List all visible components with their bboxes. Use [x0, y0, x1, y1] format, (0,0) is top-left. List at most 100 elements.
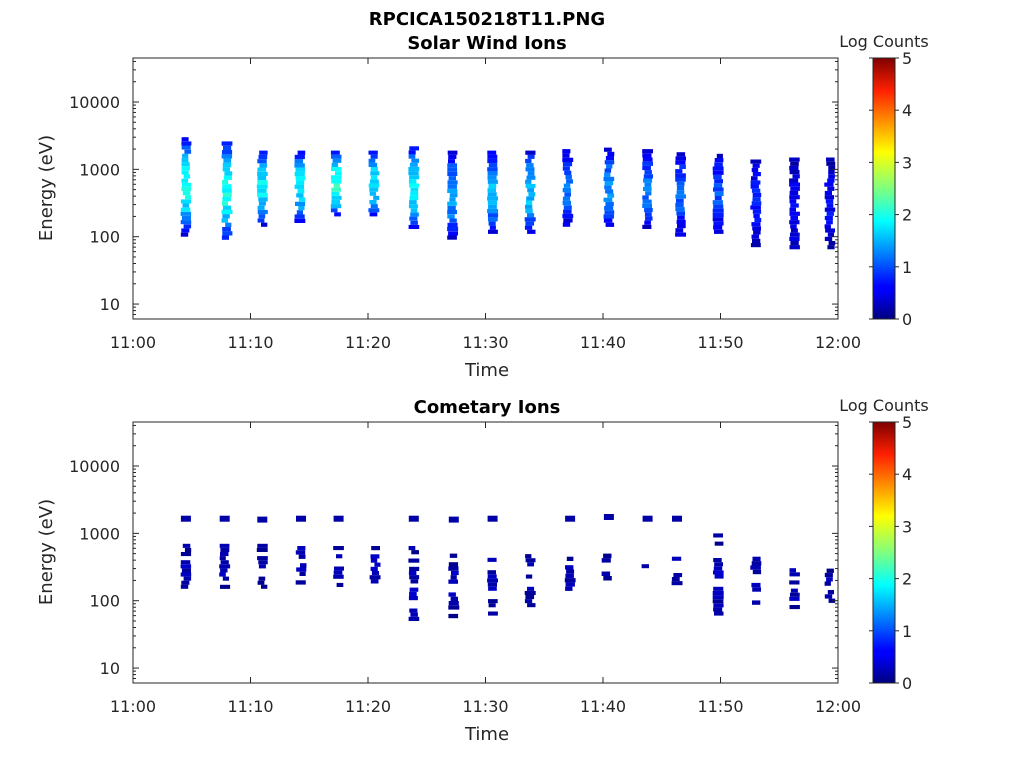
heatmap-cell [713, 221, 724, 226]
heatmap-cell [333, 574, 344, 579]
heatmap-cell [336, 554, 343, 559]
heatmap-cell [712, 599, 724, 604]
heatmap-cell [295, 167, 305, 172]
heatmap-cell [751, 582, 761, 588]
heatmap-cell [487, 208, 498, 214]
heatmap-cell [448, 613, 459, 619]
heatmap-cell [447, 222, 458, 227]
heatmap-cell [790, 588, 798, 593]
colorbar-label-solar-wind: Log Counts [839, 32, 929, 51]
heatmap-cell [181, 141, 192, 146]
heatmap-cell [642, 515, 653, 522]
heatmap-cell [411, 158, 419, 163]
heatmap-cell [675, 169, 683, 174]
heatmap-cell [181, 228, 190, 233]
panel-title-cometary: Cometary Ions [414, 397, 561, 418]
heatmap-cell [824, 190, 832, 196]
heatmap-cell [222, 179, 229, 185]
colorbar-tick-label: 2 [902, 570, 912, 589]
heatmap-cell [675, 156, 686, 161]
heatmap-cell [408, 546, 416, 551]
heatmap-cell [675, 228, 684, 233]
heatmap-cell [562, 166, 570, 171]
heatmap-cell [331, 167, 342, 172]
heatmap-cell [675, 194, 686, 199]
heatmap-cell [222, 167, 230, 172]
heatmap-cell [368, 150, 378, 155]
heatmap-cell [789, 236, 800, 241]
heatmap-cell [180, 232, 189, 237]
heatmap-cell [562, 153, 570, 158]
heatmap-cell [409, 146, 419, 151]
heatmap-cell [180, 207, 191, 212]
heatmap-cell [261, 584, 268, 589]
heatmap-cell [411, 550, 419, 555]
heatmap-cell [257, 218, 265, 223]
panel-title-solar-wind: Solar Wind Ions [407, 33, 566, 54]
x-tick-label: 11:30 [462, 697, 508, 716]
heatmap-cell [257, 556, 268, 561]
heatmap-cell [333, 515, 344, 522]
heatmap-cell [487, 200, 497, 205]
heatmap-cell [716, 153, 723, 158]
heatmap-cell [672, 515, 682, 522]
heatmap-cell [645, 191, 652, 196]
heatmap-cell [296, 567, 307, 572]
heatmap-cell [565, 175, 572, 180]
heatmap-cell [225, 222, 232, 227]
heatmap-cell [713, 183, 723, 188]
heatmap-cell [826, 161, 836, 166]
heatmap-cell [331, 200, 341, 205]
heatmap-cell [642, 195, 649, 200]
heatmap-cell [790, 215, 798, 221]
heatmap-cell [562, 162, 573, 167]
heatmap-cell [673, 573, 683, 578]
colorbar-tick-label: 5 [902, 49, 912, 68]
heatmap-cell [828, 174, 835, 179]
heatmap-cell [487, 582, 497, 587]
heatmap-cell [331, 195, 342, 200]
heatmap-cell [562, 149, 571, 154]
heatmap-cell [294, 214, 305, 219]
heatmap-cell [604, 185, 612, 190]
heatmap-cell [180, 572, 192, 577]
heatmap-cell [752, 192, 762, 198]
heatmap-cell [824, 207, 836, 212]
heatmap-cell [789, 245, 800, 250]
heatmap-cell [257, 205, 265, 210]
colorbar-tick-label: 3 [902, 517, 912, 536]
heatmap-cell [373, 195, 380, 200]
heatmap-cell [750, 184, 759, 189]
heatmap-cell [487, 196, 498, 201]
heatmap-cell [300, 563, 307, 568]
heatmap-cell [563, 183, 571, 188]
figure-title: RPCICA150218T11.PNG [369, 9, 605, 30]
panel-solar-wind: Solar Wind Ions 11:00 11:10 11:20 11:30 11:4… [36, 32, 929, 381]
y-tick-label: 10 [100, 659, 120, 678]
heatmap-cell [603, 218, 613, 223]
heatmap-cell [789, 182, 800, 187]
heatmap-cell [221, 209, 233, 215]
heatmap-cell [712, 591, 724, 596]
heatmap-cell [752, 556, 761, 562]
heatmap-cell [181, 166, 190, 171]
heatmap-cell [220, 568, 228, 573]
heatmap-cell [675, 232, 686, 237]
heatmap-cell [408, 596, 418, 601]
heatmap-cell [565, 515, 576, 522]
heatmap-cell [714, 162, 723, 167]
heatmap-cell [825, 199, 834, 204]
colorbar-tick-label: 3 [902, 153, 912, 172]
heatmap-cell [369, 200, 377, 205]
heatmap-cell [526, 196, 535, 201]
heatmap-cell [487, 158, 498, 164]
heatmap-cell [370, 579, 379, 584]
ylabel-cometary: Energy (eV) [36, 499, 57, 605]
heatmap-cell [671, 556, 682, 561]
heatmap-cell [219, 543, 230, 548]
heatmap-cell [603, 514, 614, 520]
heatmap-cell [180, 552, 192, 557]
heatmap-cell [369, 191, 377, 196]
heatmap-cell [447, 150, 458, 155]
heatmap-cell [824, 594, 833, 599]
